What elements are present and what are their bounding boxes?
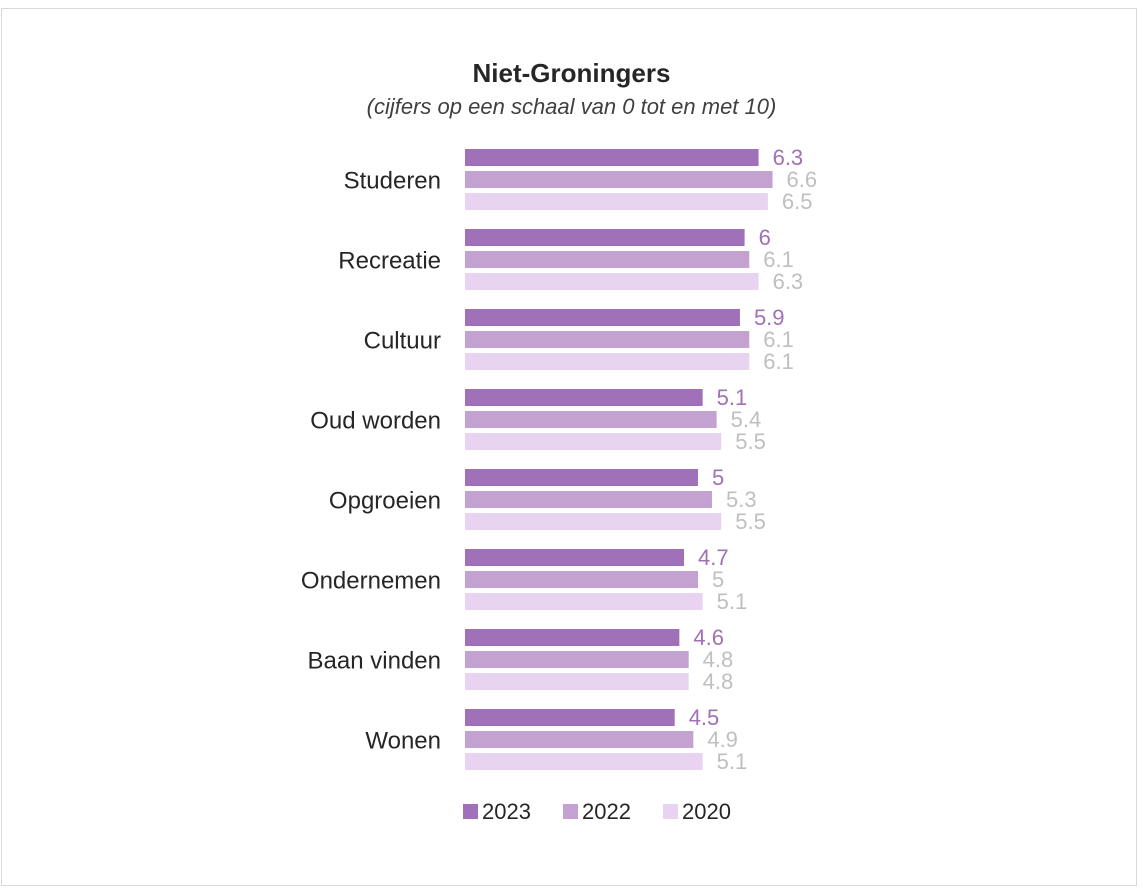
legend-entry-2022: 2022	[582, 799, 631, 824]
data-label-2023: 5.9	[754, 305, 785, 330]
bar-2022	[465, 251, 750, 268]
bar-2020	[465, 513, 722, 530]
category-label: Cultuur	[364, 328, 441, 355]
category-label: Opgroeien	[329, 488, 441, 515]
data-label-2020: 5.5	[735, 429, 766, 454]
data-label-2023: 4.7	[698, 545, 729, 570]
data-label-2022: 6.1	[763, 327, 794, 352]
data-label-2022: 6.6	[787, 167, 818, 192]
chart-title: Niet-Groningers	[472, 58, 671, 88]
bar-2023	[465, 549, 685, 566]
data-label-2020: 5.1	[717, 589, 748, 614]
bar-2020	[465, 753, 703, 770]
bar-2022	[465, 571, 698, 588]
data-label-2020: 4.8	[703, 669, 734, 694]
data-label-2022: 6.1	[763, 247, 794, 272]
bar-2020	[465, 353, 750, 370]
data-label-2023: 4.6	[693, 625, 724, 650]
bar-2020	[465, 593, 703, 610]
data-label-2022: 5	[712, 567, 724, 592]
bar-2023	[465, 629, 680, 646]
data-label-2022: 5.3	[726, 487, 757, 512]
data-label-2023: 6	[759, 225, 771, 250]
bar-2023	[465, 309, 740, 326]
legend-entry-2020: 2020	[682, 799, 731, 824]
bar-2022	[465, 331, 750, 348]
bar-2022	[465, 171, 773, 188]
data-label-2023: 6.3	[773, 145, 804, 170]
category-label: Ondernemen	[301, 568, 441, 595]
bar-2023	[465, 469, 698, 486]
legend-swatch-2022	[563, 804, 578, 819]
data-label-2020: 5.1	[717, 749, 748, 774]
data-label-2022: 5.4	[731, 407, 762, 432]
data-label-2020: 6.1	[763, 349, 794, 374]
bar-2020	[465, 433, 722, 450]
data-label-2020: 5.5	[735, 509, 766, 534]
data-label-2022: 4.9	[707, 727, 738, 752]
category-label: Recreatie	[338, 248, 441, 275]
bar-2022	[465, 731, 694, 748]
bar-2020	[465, 193, 768, 210]
bar-2022	[465, 411, 717, 428]
category-label: Wonen	[365, 728, 441, 755]
data-label-2020: 6.3	[773, 269, 804, 294]
bar-2023	[465, 149, 759, 166]
bar-2023	[465, 229, 745, 246]
legend-swatch-2023	[463, 804, 478, 819]
bar-2022	[465, 651, 689, 668]
bar-2023	[465, 389, 703, 406]
bar-2023	[465, 709, 675, 726]
bar-2020	[465, 673, 689, 690]
category-label: Baan vinden	[308, 648, 441, 675]
data-label-2023: 5.1	[717, 385, 748, 410]
data-label-2023: 5	[712, 465, 724, 490]
data-label-2022: 4.8	[703, 647, 734, 672]
data-label-2023: 4.5	[689, 705, 720, 730]
legend-swatch-2020	[663, 804, 678, 819]
bar-2020	[465, 273, 759, 290]
chart-subtitle: (cijfers op een schaal van 0 tot en met …	[366, 94, 777, 119]
category-label: Studeren	[344, 168, 441, 195]
legend-entry-2023: 2023	[482, 799, 531, 824]
bar-2022	[465, 491, 712, 508]
data-label-2020: 6.5	[782, 189, 813, 214]
category-label: Oud worden	[310, 408, 441, 435]
